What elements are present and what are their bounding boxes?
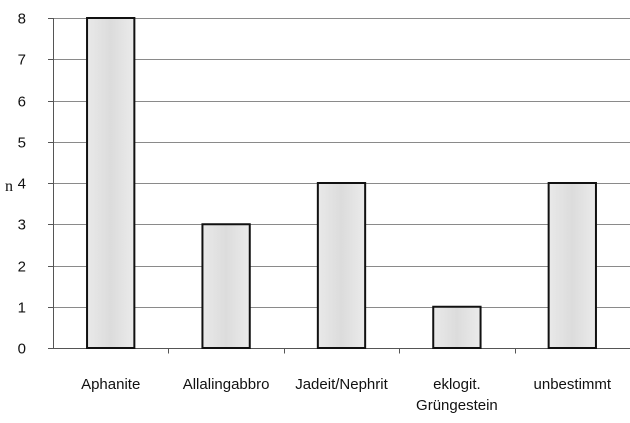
y-tick-label-4: 4 (18, 176, 26, 193)
y-tick-label-7: 7 (18, 52, 26, 69)
x-category-labels: Aphanite Allalingabbro Jadeit/Nephrit eklog… (81, 348, 612, 414)
y-tick-label-5: 5 (18, 135, 26, 152)
y-tick-label-1: 1 (18, 300, 26, 317)
y-tick-label-6: 6 (18, 94, 26, 111)
y-tick-labels: 0 1 2 3 4 5 6 7 8 (18, 11, 53, 358)
y-tick-label-0: 0 (18, 341, 26, 358)
y-tick-label-8: 8 (18, 11, 26, 28)
bar-2 (201, 223, 251, 349)
x-category-label-4: eklogit. Grüngestein (416, 376, 498, 414)
x-category-label-5: unbestimmt (534, 376, 612, 393)
x-category-label-3: Jadeit/Nephrit (295, 376, 388, 393)
bars (86, 17, 597, 349)
bar-3 (316, 182, 367, 349)
y-axis-title: n (5, 178, 13, 195)
y-tick-label-3: 3 (18, 217, 26, 234)
bar-5 (547, 182, 597, 349)
y-tick-label-2: 2 (18, 259, 26, 276)
bar-4 (432, 305, 482, 349)
bar-1 (86, 17, 136, 349)
x-category-label-2: Allalingabbro (183, 376, 270, 393)
x-category-label-1: Aphanite (81, 376, 140, 393)
